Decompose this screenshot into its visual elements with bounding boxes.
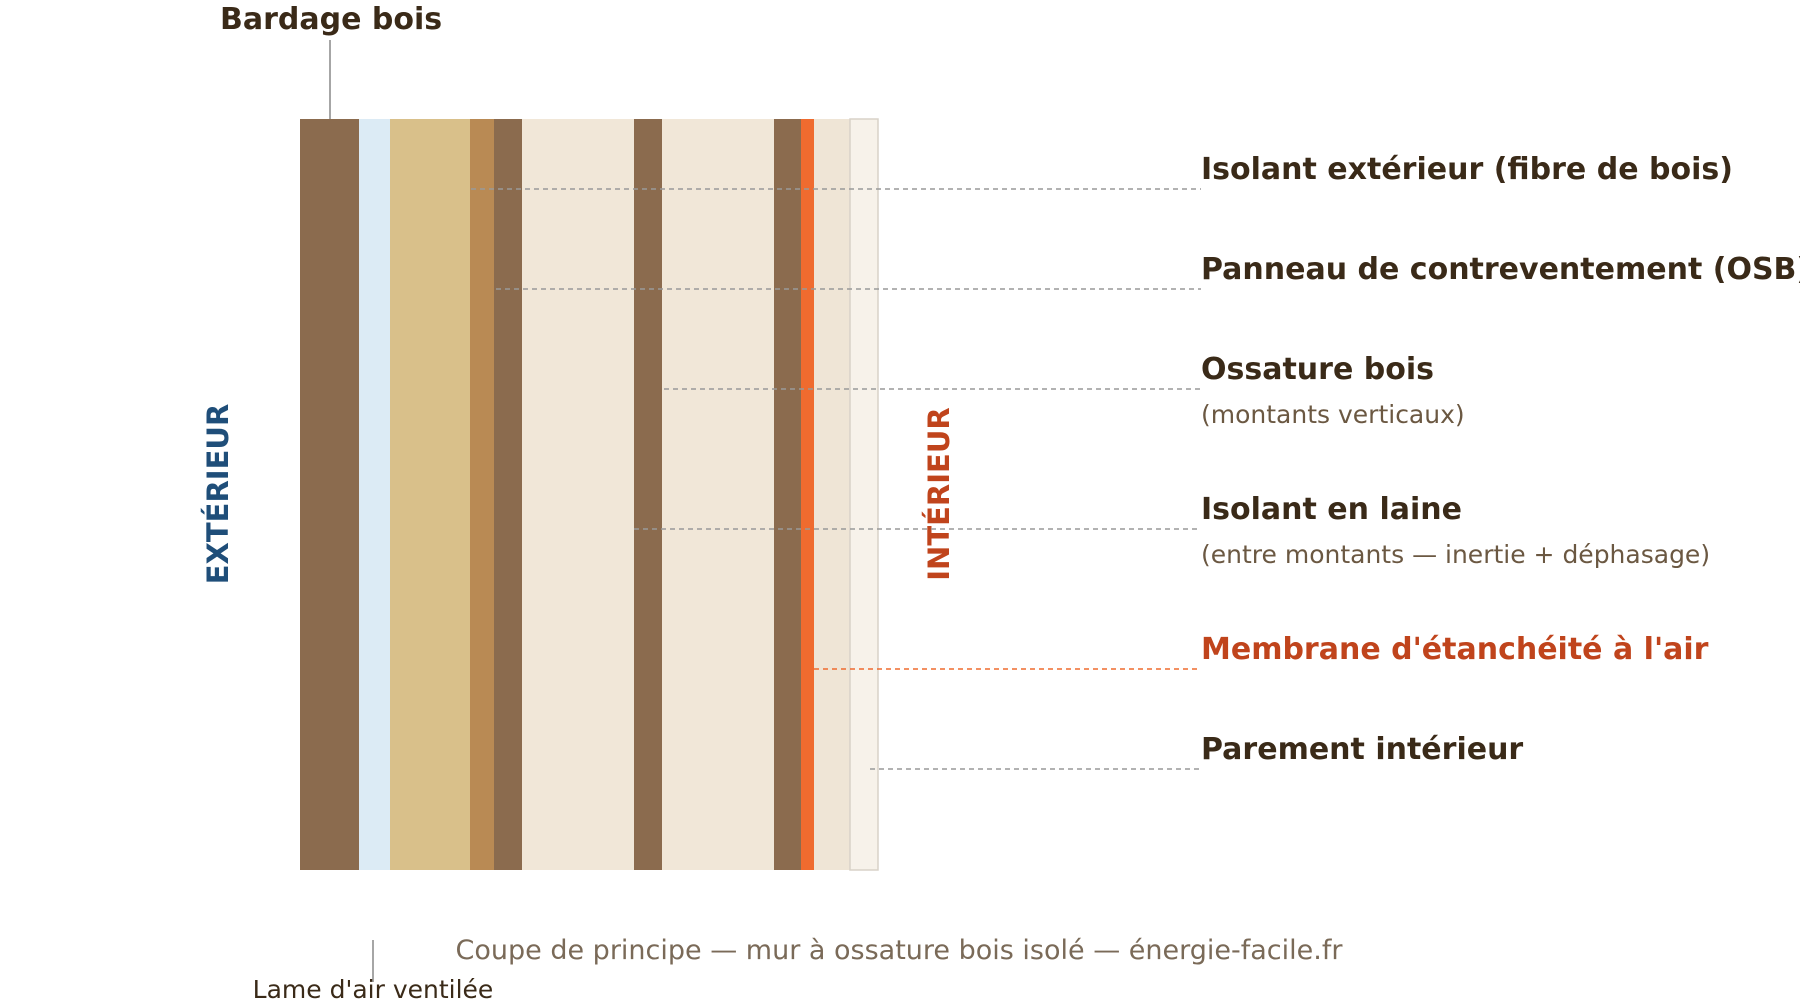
stud	[774, 119, 801, 870]
callout-note: (entre montants — inertie + déphasage)	[1201, 540, 1710, 569]
callout-note: (montants verticaux)	[1201, 400, 1465, 429]
bottom-label: Lame d'air ventilée	[253, 975, 494, 1000]
callout-title: Parement intérieur	[1201, 732, 1523, 767]
air-gap	[359, 119, 390, 870]
wood-fibre	[390, 119, 470, 870]
cladding	[300, 119, 359, 870]
side-label: EXTÉRIEUR	[201, 404, 235, 585]
top-label: Bardage bois	[220, 2, 442, 37]
interior-lining	[849, 118, 879, 871]
service-gap	[814, 119, 850, 870]
caption: Coupe de principe — mur à ossature bois …	[456, 935, 1344, 966]
membrane	[801, 119, 814, 870]
callout-title: Isolant en laine	[1201, 492, 1462, 527]
callout-title: Panneau de contreventement (OSB)	[1201, 252, 1800, 287]
wool	[522, 119, 634, 870]
stud	[494, 119, 522, 870]
callout-title: Ossature bois	[1201, 352, 1434, 387]
side-label: INTÉRIEUR	[922, 407, 956, 580]
wool	[662, 119, 774, 870]
stud	[634, 119, 662, 870]
wall-layers	[300, 118, 879, 871]
osb	[470, 119, 494, 870]
callout-title: Membrane d'étanchéité à l'air	[1201, 632, 1709, 667]
callout-title: Isolant extérieur (fibre de bois)	[1201, 152, 1733, 187]
